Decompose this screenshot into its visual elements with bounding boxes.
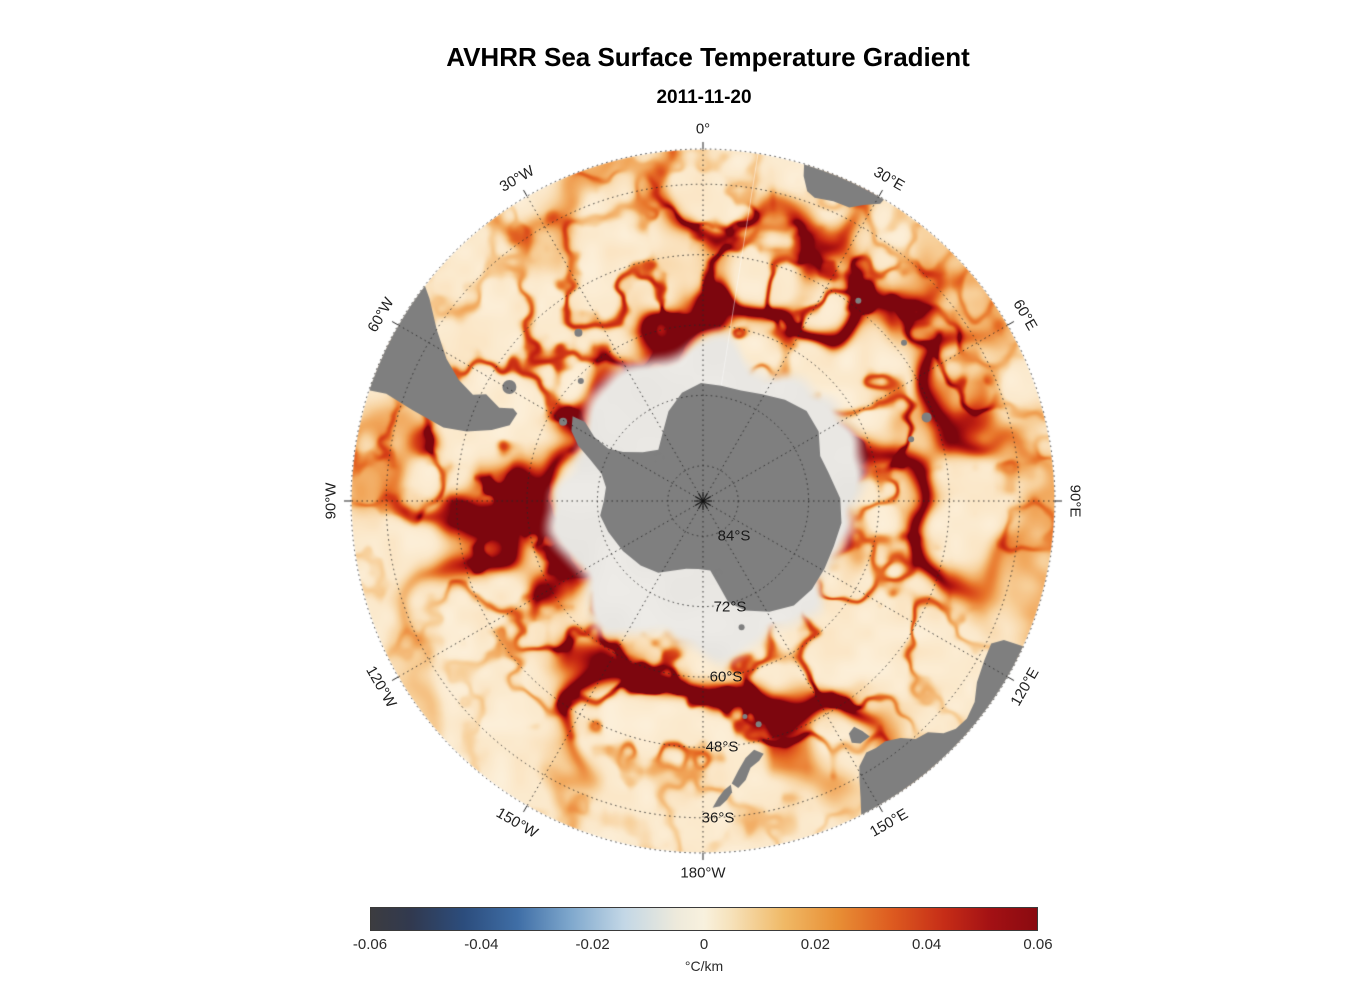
colorbar-tick-4: 0.02	[800, 936, 830, 953]
colorbar-tick-3: 0	[699, 936, 709, 953]
parallel-label-36s: 36°S	[701, 809, 735, 827]
colorbar-unit-label: °C/km	[684, 958, 724, 974]
colorbar-ticks: -0.06 -0.04 -0.02 0 0.02 0.04 0.06	[353, 936, 1053, 956]
meridian-label-90e: 90°E	[1066, 484, 1084, 518]
parallel-label-60s: 60°S	[709, 668, 743, 686]
colorbar-tick-1: -0.04	[464, 936, 499, 953]
parallel-label-84s: 84°S	[717, 527, 751, 545]
colorbar-tick-6: 0.06	[1023, 936, 1053, 953]
meridian-label-90w: 90°W	[322, 482, 340, 520]
parallel-label-72s: 72°S	[713, 598, 747, 616]
meridian-label-0: 0°	[695, 120, 711, 138]
colorbar-tick-5: 0.04	[912, 936, 942, 953]
colorbar-gradient	[370, 907, 1038, 931]
sst-gradient-polar-map	[0, 0, 1356, 886]
parallel-label-48s: 48°S	[705, 738, 739, 756]
colorbar-tick-2: -0.02	[575, 936, 610, 953]
colorbar-tick-0: -0.06	[352, 936, 388, 953]
meridian-label-180w: 180°W	[680, 864, 726, 882]
